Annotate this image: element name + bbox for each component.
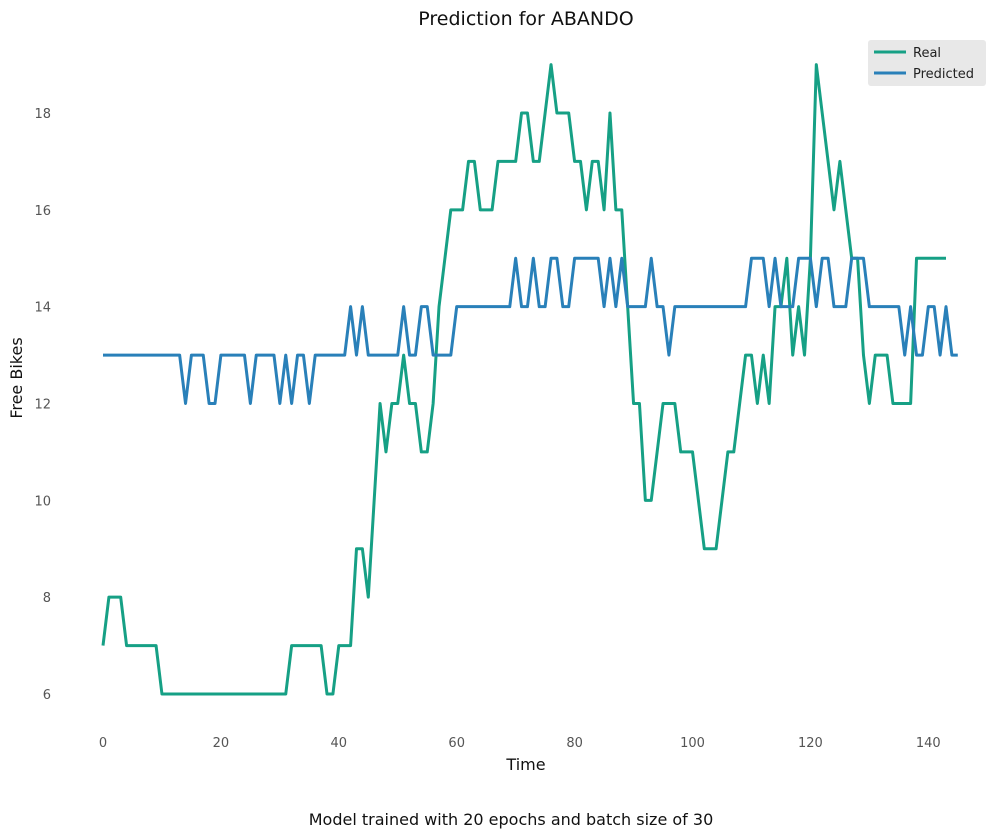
- y-tick-label: 14: [34, 301, 51, 316]
- x-tick-label: 120: [798, 736, 823, 751]
- legend-label-predicted: Predicted: [913, 67, 974, 82]
- x-axis-label: Time: [505, 755, 545, 774]
- x-tick-label: 20: [213, 736, 230, 751]
- x-tick-label: 100: [680, 736, 705, 751]
- x-tick-label: 60: [448, 736, 465, 751]
- y-tick-label: 8: [43, 591, 51, 606]
- y-tick-label: 16: [34, 204, 51, 219]
- plot-area: [101, 63, 958, 696]
- legend-label-real: Real: [913, 46, 941, 61]
- y-tick-label: 10: [34, 494, 51, 509]
- y-tick-label: 18: [34, 107, 51, 122]
- x-tick-label: 140: [916, 736, 941, 751]
- x-tick-label: 40: [331, 736, 348, 751]
- chart-caption: Model trained with 20 epochs and batch s…: [309, 810, 714, 829]
- series-line-predicted: [103, 256, 958, 405]
- y-axis-ticks: 6 8 10 12 14 16 18: [34, 107, 51, 703]
- series-line-real: [101, 63, 946, 696]
- chart-title: Prediction for ABANDO: [418, 8, 633, 30]
- y-tick-label: 12: [34, 398, 51, 413]
- legend: Real Predicted: [868, 40, 986, 86]
- x-tick-label: 80: [566, 736, 583, 751]
- x-axis-ticks: 0 20 40 60 80 100 120 140: [99, 736, 941, 751]
- y-axis-label: Free Bikes: [7, 337, 26, 418]
- x-tick-label: 0: [99, 736, 107, 751]
- y-tick-label: 6: [43, 688, 51, 703]
